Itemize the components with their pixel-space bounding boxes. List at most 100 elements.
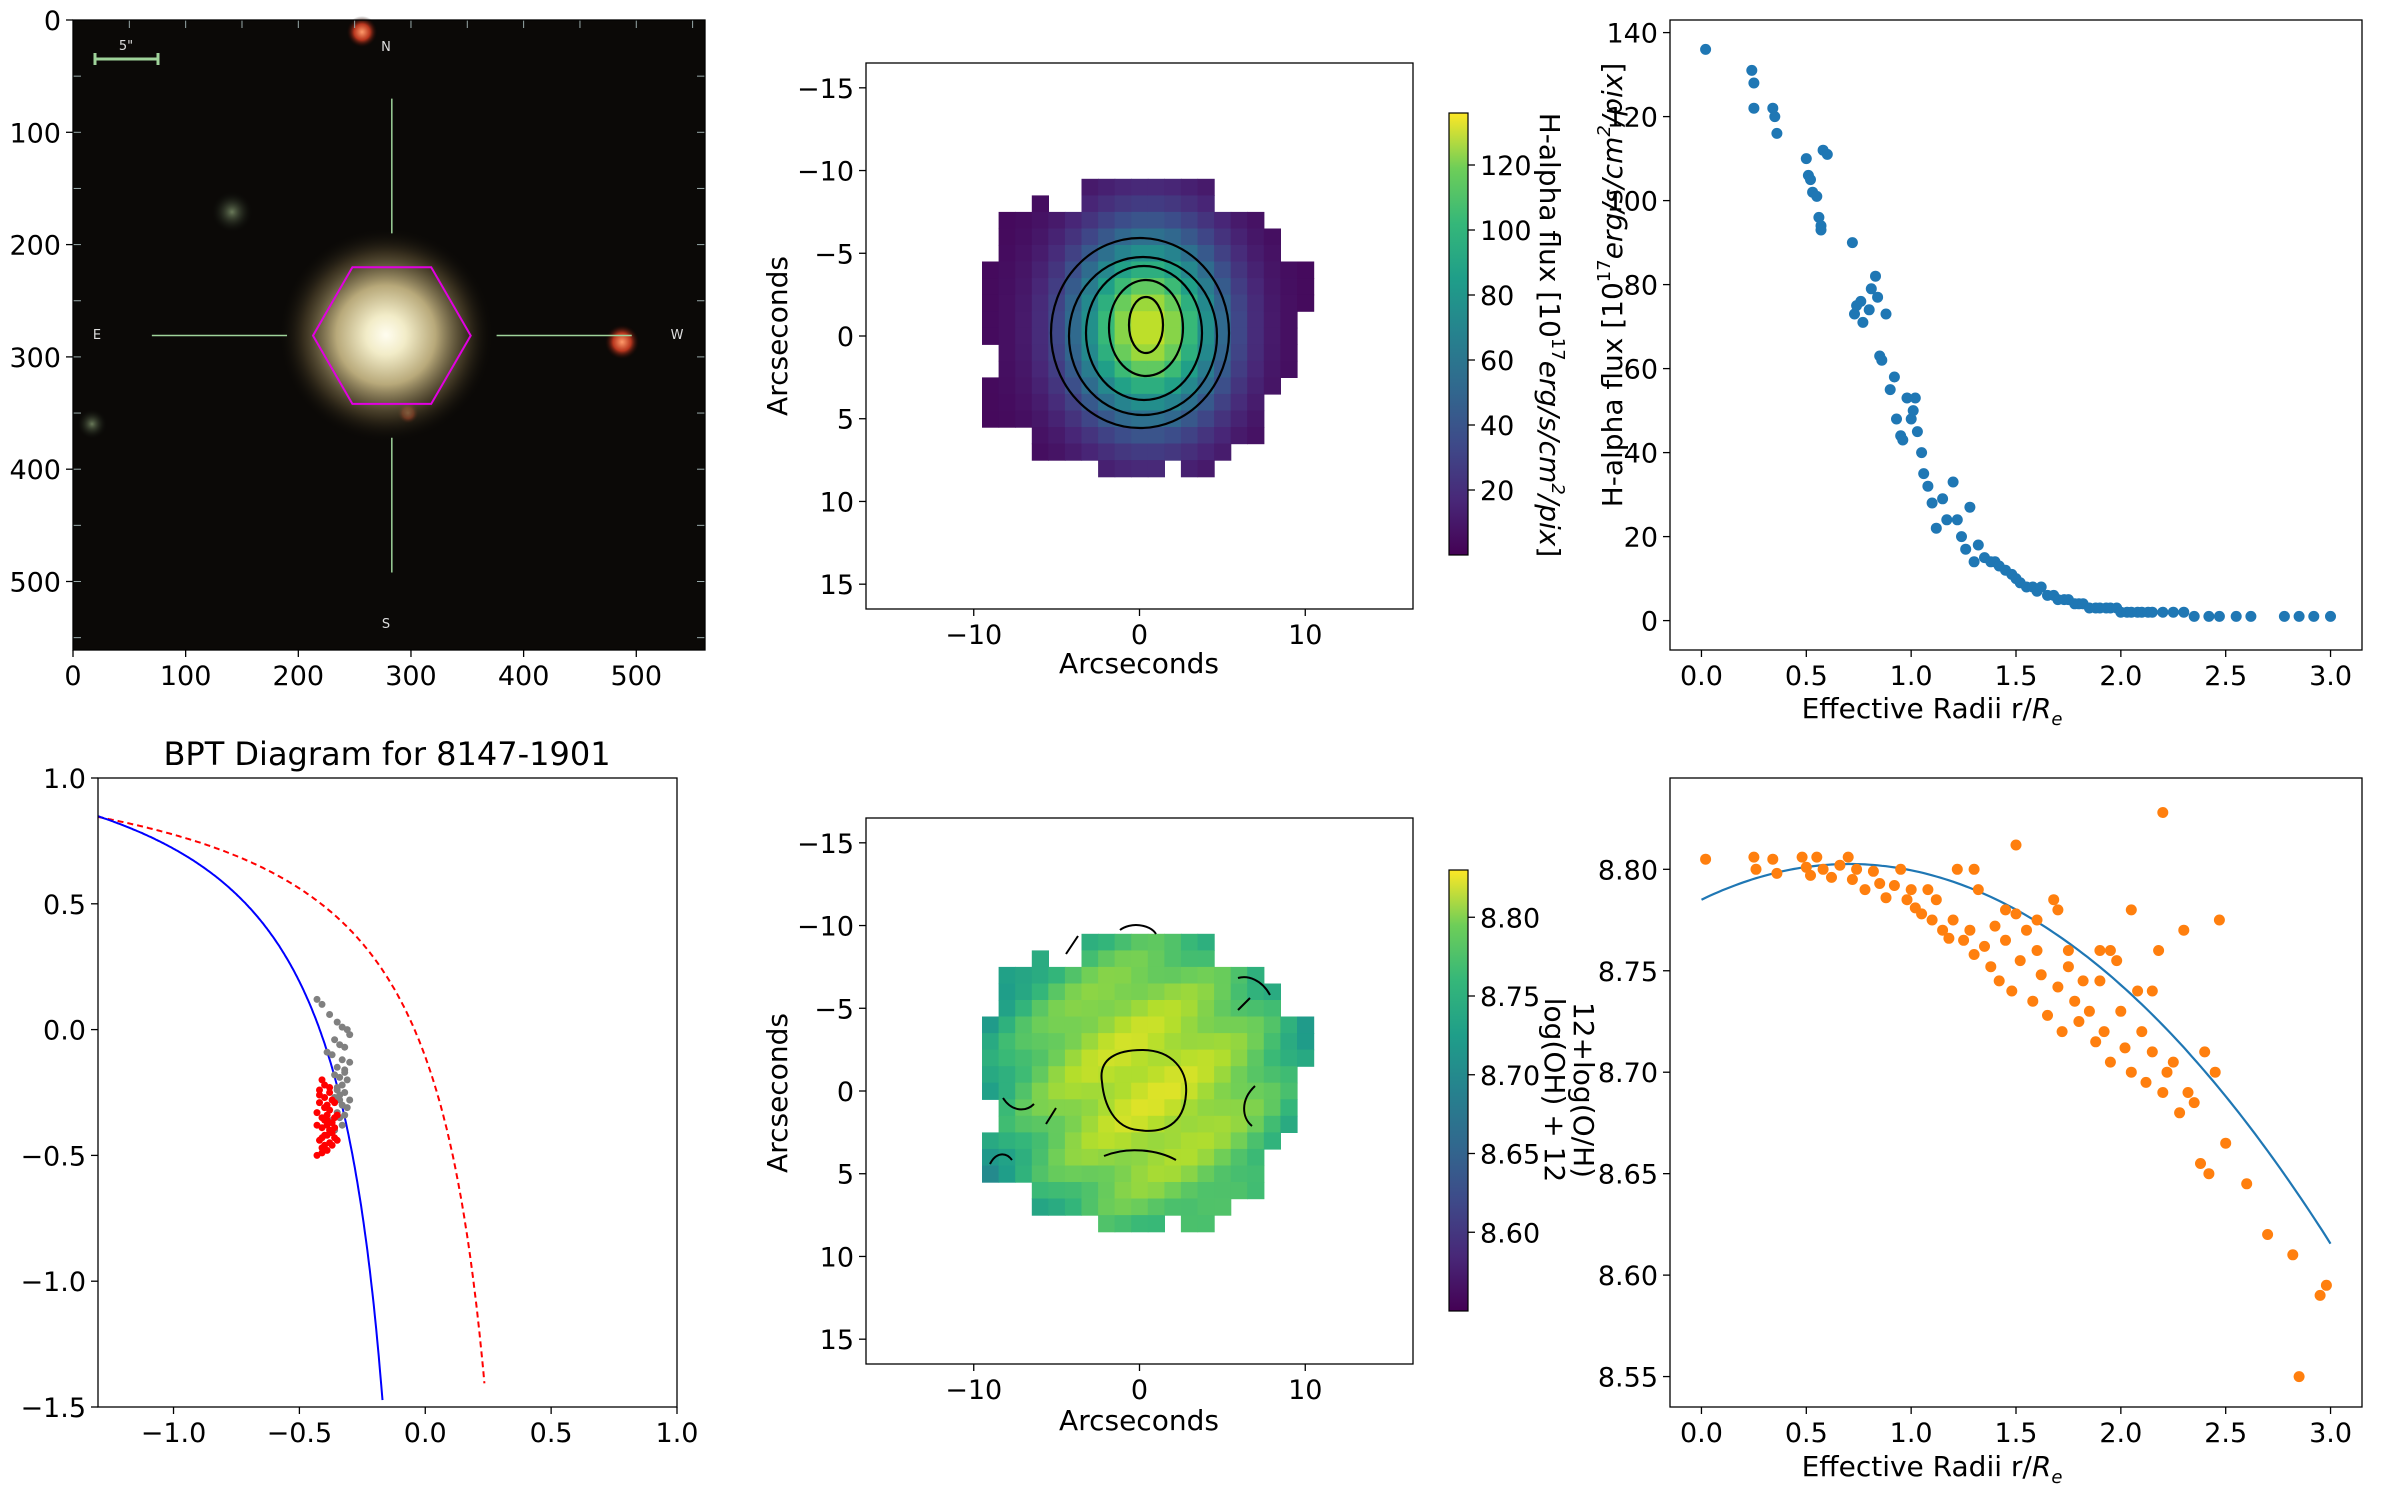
ha-profile-point bbox=[1897, 434, 1909, 446]
ha-map-pixel bbox=[1098, 327, 1116, 345]
oh-profile-point bbox=[2199, 1046, 2211, 1058]
ha-map-pixel bbox=[1197, 195, 1215, 213]
ha-map-pixel bbox=[1114, 427, 1132, 445]
oh-map-pixel bbox=[1147, 983, 1165, 1001]
oh-map-pixel bbox=[1197, 933, 1215, 951]
ha-map-pixel bbox=[1247, 294, 1265, 312]
oh-map-pixel bbox=[1230, 1066, 1248, 1084]
ha-map-pixel bbox=[1247, 327, 1265, 345]
ha-map-pixel bbox=[1297, 294, 1315, 312]
bpt-point bbox=[318, 1134, 326, 1142]
ha-map-pixel bbox=[998, 245, 1016, 263]
oh-map-pixel bbox=[1114, 1082, 1132, 1100]
oh-map-pixel bbox=[1015, 1016, 1033, 1034]
ha-map-pixel bbox=[1180, 278, 1199, 296]
oh-map-pixel bbox=[1247, 1132, 1265, 1150]
ha-map-pixel bbox=[1197, 344, 1215, 362]
compass-w: W bbox=[671, 328, 684, 343]
ha-map-pixel bbox=[1180, 427, 1199, 445]
ha-map-pixel bbox=[1164, 195, 1182, 213]
bpt-point bbox=[323, 1116, 331, 1124]
oh-map-pixel bbox=[1048, 1182, 1066, 1200]
ha-map-xtick-label: 0 bbox=[1131, 620, 1148, 651]
ha-map-pixel bbox=[1114, 460, 1132, 478]
bpt-point bbox=[316, 1091, 323, 1099]
oh-map-pixel bbox=[1297, 1049, 1315, 1067]
ha-map-pixel bbox=[1081, 311, 1099, 329]
oh-map-pixel bbox=[1230, 1148, 1248, 1167]
oh-map-pixel bbox=[1064, 1198, 1083, 1216]
ha-map-pixel bbox=[1015, 410, 1033, 428]
ha-profile-point bbox=[1876, 354, 1888, 366]
oh-profile-point bbox=[1989, 920, 2001, 932]
oh-map-pixel bbox=[1048, 1099, 1066, 1117]
oh-map-pixel bbox=[1180, 1049, 1199, 1067]
oh-map-pixel bbox=[1164, 1066, 1182, 1084]
ha-map-pixel bbox=[1081, 427, 1099, 445]
oh-map-pixel bbox=[1197, 1099, 1215, 1117]
faint-star bbox=[76, 408, 108, 440]
ha-map-pixel bbox=[1297, 261, 1315, 279]
ha-profile-point bbox=[1870, 270, 1881, 282]
ha-map-pixel bbox=[1081, 393, 1099, 412]
ha-profile-point bbox=[1905, 413, 1917, 425]
ha-map-pixel bbox=[1247, 344, 1265, 362]
ha-map-pixel bbox=[1098, 245, 1116, 263]
ha-map-pixel bbox=[1031, 278, 1049, 296]
oh-profile-point bbox=[1851, 863, 1863, 875]
ha-map-pixel bbox=[1147, 344, 1165, 362]
ha-map-pixel bbox=[998, 278, 1016, 296]
bpt-point bbox=[313, 1121, 321, 1129]
oh-map-pixel bbox=[1147, 1016, 1165, 1034]
oh-profile-point bbox=[2287, 1249, 2299, 1261]
ha-map-pixel bbox=[1214, 443, 1232, 461]
ha-profile-points bbox=[1700, 43, 2336, 622]
sky-xtick-label: 300 bbox=[385, 661, 437, 692]
oh-profile-point bbox=[1874, 878, 1886, 889]
sky-ytick-label: 100 bbox=[9, 118, 61, 149]
ha-map-pixel bbox=[1098, 228, 1116, 246]
oh-map-pixel bbox=[1280, 1066, 1298, 1084]
ha-profile-point bbox=[1937, 493, 1949, 505]
ha-map-pixel bbox=[982, 294, 1000, 312]
oh-profile-point bbox=[1800, 861, 1812, 873]
ha-profile-point bbox=[2203, 610, 2215, 622]
ha-map-pixel bbox=[1064, 443, 1083, 461]
oh-profile-point bbox=[1979, 940, 1990, 952]
oh-map-pixel bbox=[1263, 1049, 1281, 1067]
ha-profile-point bbox=[1865, 283, 1877, 295]
oh-map-pixel bbox=[1197, 1148, 1215, 1167]
oh-map-pixel bbox=[1081, 1049, 1099, 1067]
oh-map-pixel bbox=[1230, 1033, 1248, 1051]
ha-map-pixel bbox=[1280, 344, 1298, 362]
ha-map-pixel bbox=[1098, 460, 1116, 478]
oh-map-pixel bbox=[1064, 1000, 1083, 1018]
ha-profile-point bbox=[2035, 581, 2047, 593]
oh-profile-point bbox=[1805, 869, 1816, 881]
oh-profile-point bbox=[2241, 1178, 2253, 1190]
oh-map-pixel bbox=[1081, 1099, 1099, 1117]
oh-map-pixel bbox=[1147, 1099, 1165, 1117]
ha-profile-ytick-label: 80 bbox=[1624, 271, 1658, 302]
oh-profile-point bbox=[2178, 924, 2190, 936]
ha-map-pixel bbox=[1197, 427, 1215, 445]
ha-profile-ytick-label: 40 bbox=[1624, 439, 1658, 470]
ha-map-pixel bbox=[1180, 228, 1199, 246]
oh-map-xlabel: Arcseconds bbox=[1059, 1404, 1219, 1437]
ha-map-pixel bbox=[1197, 278, 1215, 296]
ha-map-pixel bbox=[1263, 294, 1281, 312]
oh-map-ytick-label: 15 bbox=[820, 1325, 854, 1356]
bpt-point bbox=[338, 1056, 346, 1064]
oh-map-pixel bbox=[1197, 1215, 1215, 1233]
ha-map-pixel bbox=[1048, 427, 1066, 445]
ha-cbar-label-exp: 17 bbox=[1547, 338, 1568, 361]
oh-profile-point bbox=[2213, 914, 2225, 926]
ha-map-pixel bbox=[1147, 278, 1165, 296]
ha-map-pixel bbox=[1098, 427, 1116, 445]
ha-map-pixel bbox=[1131, 377, 1149, 395]
bpt-ytick-label: 0.5 bbox=[43, 890, 86, 921]
oh-map-pixel bbox=[1197, 1066, 1215, 1084]
ha-map-contours bbox=[1049, 236, 1231, 430]
ha-map-pixel bbox=[982, 327, 1000, 345]
oh-profile-point bbox=[2262, 1229, 2274, 1240]
